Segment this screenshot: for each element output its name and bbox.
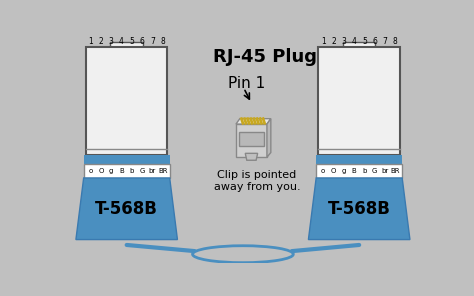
Polygon shape bbox=[236, 124, 267, 157]
Text: Clip is pointed
away from you.: Clip is pointed away from you. bbox=[214, 170, 300, 192]
Text: 1: 1 bbox=[88, 37, 93, 46]
Polygon shape bbox=[267, 119, 271, 157]
Text: 5: 5 bbox=[129, 37, 134, 46]
Bar bbox=[86, 47, 167, 155]
Bar bbox=[84, 155, 170, 164]
Text: G: G bbox=[139, 168, 145, 174]
Bar bbox=[343, 42, 375, 47]
Text: 2: 2 bbox=[331, 37, 336, 46]
Polygon shape bbox=[76, 178, 177, 239]
Text: RJ-45 Plug: RJ-45 Plug bbox=[213, 48, 317, 66]
Text: g: g bbox=[342, 168, 346, 174]
Text: BR: BR bbox=[391, 168, 400, 174]
Ellipse shape bbox=[192, 246, 293, 263]
Text: T-568B: T-568B bbox=[328, 200, 391, 218]
Text: 4: 4 bbox=[352, 37, 356, 46]
Text: B: B bbox=[352, 168, 356, 174]
Bar bbox=[316, 155, 402, 164]
Text: BR: BR bbox=[158, 168, 167, 174]
Text: b: b bbox=[129, 168, 134, 174]
Text: 3: 3 bbox=[341, 37, 346, 46]
Polygon shape bbox=[309, 178, 410, 239]
Bar bbox=[239, 132, 264, 146]
Polygon shape bbox=[236, 119, 271, 124]
Text: 4: 4 bbox=[119, 37, 124, 46]
Text: o: o bbox=[321, 168, 325, 174]
Text: g: g bbox=[109, 168, 113, 174]
Text: 7: 7 bbox=[383, 37, 387, 46]
Text: 3: 3 bbox=[109, 37, 114, 46]
Text: T-568B: T-568B bbox=[95, 200, 158, 218]
Text: 5: 5 bbox=[362, 37, 367, 46]
Text: br: br bbox=[149, 168, 156, 174]
Polygon shape bbox=[245, 153, 258, 160]
Bar bbox=[319, 47, 400, 155]
Text: O: O bbox=[331, 168, 336, 174]
Text: 7: 7 bbox=[150, 37, 155, 46]
Text: b: b bbox=[362, 168, 366, 174]
Text: G: G bbox=[372, 168, 377, 174]
Text: B: B bbox=[119, 168, 124, 174]
Text: 6: 6 bbox=[372, 37, 377, 46]
Text: 2: 2 bbox=[99, 37, 103, 46]
Text: 1: 1 bbox=[321, 37, 326, 46]
Text: O: O bbox=[98, 168, 104, 174]
Text: br: br bbox=[381, 168, 389, 174]
Text: 8: 8 bbox=[160, 37, 165, 46]
Bar bbox=[110, 42, 143, 47]
Text: o: o bbox=[89, 168, 93, 174]
Text: 6: 6 bbox=[140, 37, 145, 46]
Text: 8: 8 bbox=[393, 37, 398, 46]
Bar bbox=[84, 164, 170, 178]
Text: Pin 1: Pin 1 bbox=[228, 75, 265, 91]
Bar bbox=[316, 164, 402, 178]
